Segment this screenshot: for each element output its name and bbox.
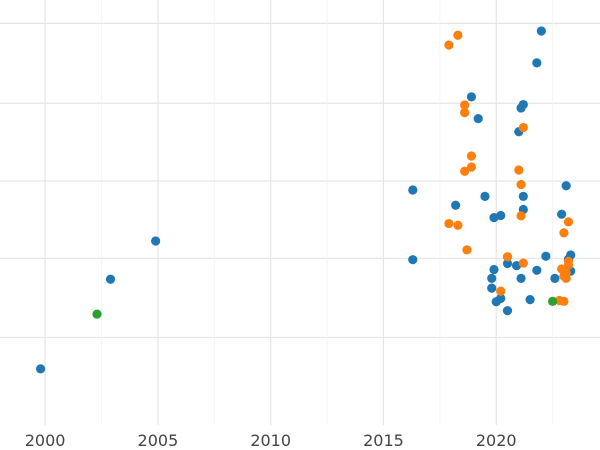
data-point — [548, 296, 558, 306]
data-point — [408, 255, 418, 265]
data-point — [561, 181, 571, 191]
data-point — [502, 306, 513, 316]
x-tick-label: 2015 — [363, 431, 404, 450]
data-point — [466, 151, 477, 161]
data-point — [536, 26, 546, 36]
data-point — [151, 236, 161, 246]
data-point — [514, 165, 524, 175]
x-tick-label: 2000 — [25, 431, 66, 450]
grid-lines — [0, 0, 600, 425]
data-point — [525, 295, 535, 305]
data-point — [466, 162, 477, 172]
data-point — [460, 100, 470, 110]
data-point — [105, 274, 116, 284]
data-point — [444, 40, 454, 50]
data-point — [36, 364, 46, 374]
data-point — [451, 200, 461, 210]
data-point — [496, 210, 506, 221]
x-tick-label: 2020 — [476, 431, 517, 450]
data-point — [518, 99, 528, 110]
data-point — [496, 293, 506, 303]
data-point — [559, 228, 569, 238]
data-point — [518, 191, 528, 201]
data-point — [532, 265, 542, 275]
data-point — [550, 273, 560, 283]
data-point — [460, 108, 470, 118]
data-point — [487, 283, 497, 293]
data-point — [92, 309, 102, 319]
data-point — [480, 191, 490, 201]
data-point — [557, 209, 567, 219]
data-point — [502, 252, 513, 262]
data-point — [518, 122, 528, 133]
data-points — [36, 26, 576, 374]
data-point — [453, 220, 463, 230]
data-point — [532, 58, 542, 68]
x-axis-tick-labels: 2000 2005 2010 2015 2020 — [25, 431, 517, 450]
data-point — [473, 113, 483, 124]
x-tick-label: 2010 — [250, 431, 291, 450]
data-point — [561, 273, 571, 283]
data-point — [516, 211, 526, 221]
data-point — [502, 258, 513, 269]
data-point — [563, 217, 574, 227]
data-point — [487, 273, 497, 283]
data-point — [541, 251, 551, 261]
data-point — [408, 185, 418, 195]
data-point — [444, 218, 454, 229]
data-point — [489, 264, 499, 275]
data-point — [518, 258, 528, 268]
data-point — [516, 273, 526, 283]
data-point — [563, 260, 574, 270]
data-point — [462, 245, 472, 255]
data-point — [453, 30, 463, 40]
data-point — [466, 92, 477, 102]
data-point — [559, 296, 569, 306]
data-point — [460, 166, 470, 176]
x-tick-label: 2005 — [138, 431, 179, 450]
data-point — [496, 286, 506, 296]
data-point — [516, 179, 526, 190]
